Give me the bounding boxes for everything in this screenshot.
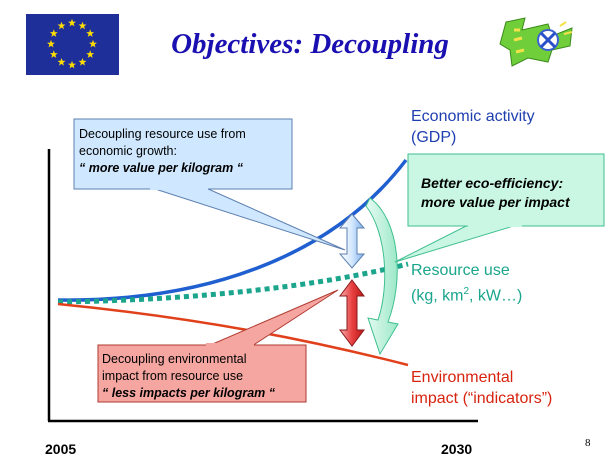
impact-decoupling-line1: Decoupling environmental bbox=[102, 352, 247, 366]
economic-activity-label: Economic activity (GDP) bbox=[411, 106, 535, 148]
resource-use-units-sup: 2 bbox=[463, 286, 470, 297]
page-number: 8 bbox=[585, 437, 591, 449]
eco-efficiency-callout bbox=[394, 153, 605, 263]
resource-use-line1: Resource use bbox=[411, 262, 510, 279]
eu-star-icon bbox=[49, 29, 58, 37]
eu-star-icon bbox=[47, 39, 55, 48]
eco-efficiency-text: Better eco-efficiency: more value per im… bbox=[421, 174, 570, 212]
eu-star-icon bbox=[78, 57, 87, 66]
eu-stars bbox=[47, 18, 97, 69]
axes bbox=[47, 149, 478, 423]
resource-use-curve bbox=[57, 261, 409, 305]
environmental-impact-label: Environmental impact (“indicators”) bbox=[411, 367, 552, 409]
eu-star-icon bbox=[86, 50, 95, 58]
value-gap-arrow bbox=[338, 213, 366, 269]
eco-efficiency-arrow bbox=[365, 197, 399, 356]
resource-decoupling-line1: Decoupling resource use from bbox=[79, 127, 246, 141]
page-title: Objectives: Decoupling bbox=[171, 28, 449, 60]
eco-efficiency-line1: Better eco-efficiency: bbox=[421, 175, 564, 191]
project-logo-icon bbox=[499, 17, 573, 67]
economic-activity-line2: (GDP) bbox=[411, 129, 457, 146]
environmental-impact-line2: impact (“indicators”) bbox=[411, 390, 553, 407]
impact-decoupling-text: Decoupling environmental impact from res… bbox=[102, 351, 275, 402]
eu-star-icon bbox=[49, 50, 58, 58]
impact-decoupling-emphasis: “ less impacts per kilogram “ bbox=[102, 386, 275, 400]
eu-star-icon bbox=[78, 21, 87, 30]
impact-gap-arrow bbox=[339, 279, 365, 347]
eco-efficiency-line2: more value per impact bbox=[421, 194, 570, 210]
resource-decoupling-text: Decoupling resource use from economic gr… bbox=[79, 126, 246, 177]
eu-star-icon bbox=[68, 60, 76, 69]
resource-use-label: Resource use (kg, km2, kW…) bbox=[411, 260, 522, 306]
eu-star-icon bbox=[57, 21, 66, 30]
resource-decoupling-line2: economic growth: bbox=[79, 144, 177, 158]
resource-use-units-post: , kW…) bbox=[469, 287, 523, 305]
resource-use-line2: (kg, km2, kW…) bbox=[411, 281, 522, 306]
resource-use-units-pre: (kg, km bbox=[411, 287, 464, 305]
resource-decoupling-emphasis: “ more value per kilogram “ bbox=[79, 161, 243, 175]
environmental-impact-line1: Environmental bbox=[411, 369, 514, 386]
resource-decoupling-callout bbox=[73, 118, 346, 251]
impact-decoupling-callout bbox=[97, 289, 339, 403]
impact-decoupling-line2: impact from resource use bbox=[102, 369, 244, 383]
eu-star-icon bbox=[86, 29, 95, 37]
eu-star-icon bbox=[57, 57, 66, 66]
eu-star-icon bbox=[89, 39, 97, 48]
economic-activity-line1: Economic activity bbox=[411, 108, 535, 125]
x-axis-start-label: 2005 bbox=[45, 441, 77, 457]
x-axis-end-label: 2030 bbox=[441, 441, 473, 457]
eu-star-icon bbox=[68, 18, 76, 27]
